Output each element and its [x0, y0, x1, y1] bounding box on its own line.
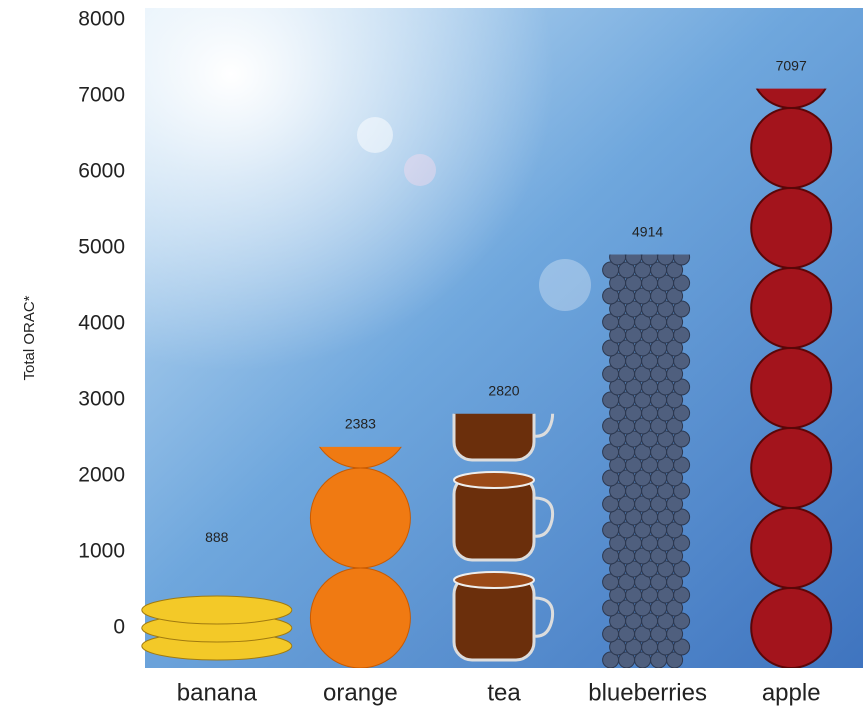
- bar: [454, 414, 554, 668]
- icon: [666, 547, 684, 565]
- icon: [318, 446, 402, 469]
- icon: [666, 417, 684, 435]
- icon: [453, 571, 535, 589]
- icon: [666, 599, 684, 617]
- icon: [666, 391, 684, 409]
- pictogram: [602, 254, 691, 668]
- icon: [666, 625, 684, 643]
- x-tick-label: orange: [323, 679, 398, 706]
- value-label: 2820: [488, 382, 519, 398]
- x-tick-label: banana: [177, 679, 258, 706]
- y-tick-label: 3000: [78, 388, 125, 411]
- y-tick-label: 4000: [78, 312, 125, 335]
- icon: [673, 612, 691, 630]
- icon: [673, 326, 691, 344]
- icon: [673, 378, 691, 396]
- lens-flare: [357, 117, 393, 153]
- icon: [673, 586, 691, 604]
- icon: [673, 456, 691, 474]
- bar: [310, 447, 410, 668]
- value-label: 888: [205, 529, 229, 545]
- y-tick-label: 8000: [78, 8, 125, 31]
- pictogram: [309, 446, 411, 668]
- y-axis-label: Total ORAC*: [21, 295, 38, 380]
- icon: [673, 254, 691, 266]
- value-label: 7097: [776, 57, 807, 73]
- pictogram: [141, 595, 293, 661]
- y-tick-label: 1000: [78, 540, 125, 563]
- y-tick-label: 0: [113, 616, 125, 639]
- bar: [751, 89, 831, 668]
- icon: [666, 573, 684, 591]
- bar: [142, 561, 292, 668]
- icon: [673, 508, 691, 526]
- x-tick-label: blueberries: [588, 679, 707, 706]
- icon: [673, 274, 691, 292]
- icon: [666, 313, 684, 331]
- lens-flare: [404, 154, 436, 186]
- icon: [673, 404, 691, 422]
- value-label: 2383: [345, 416, 376, 432]
- value-label: 4914: [632, 223, 663, 239]
- icon: [666, 469, 684, 487]
- icon: [673, 430, 691, 448]
- x-tick-label: apple: [762, 679, 821, 706]
- icon: [673, 300, 691, 318]
- icon: [533, 413, 555, 438]
- bar: [603, 255, 693, 668]
- icon: [666, 365, 684, 383]
- icon: [666, 443, 684, 461]
- icon: [533, 496, 555, 538]
- x-tick-label: tea: [487, 679, 521, 706]
- icon: [673, 534, 691, 552]
- icon: [533, 596, 555, 638]
- icon: [452, 413, 536, 462]
- y-tick-label: 2000: [78, 464, 125, 487]
- lens-flare: [539, 259, 591, 311]
- y-tick-label: 6000: [78, 160, 125, 183]
- y-tick-label: 5000: [78, 236, 125, 259]
- pictogram: [452, 413, 555, 662]
- icon: [453, 471, 535, 489]
- icon: [666, 339, 684, 357]
- icon: [666, 261, 684, 279]
- icon: [673, 560, 691, 578]
- icon: [141, 595, 293, 625]
- y-tick-label: 7000: [78, 84, 125, 107]
- icon: [666, 651, 684, 668]
- icon: [673, 638, 691, 656]
- icon: [666, 521, 684, 539]
- icon: [666, 287, 684, 305]
- icon: [666, 495, 684, 513]
- pictogram: [750, 88, 833, 669]
- icon: [755, 88, 827, 109]
- icon: [673, 352, 691, 370]
- icon: [673, 482, 691, 500]
